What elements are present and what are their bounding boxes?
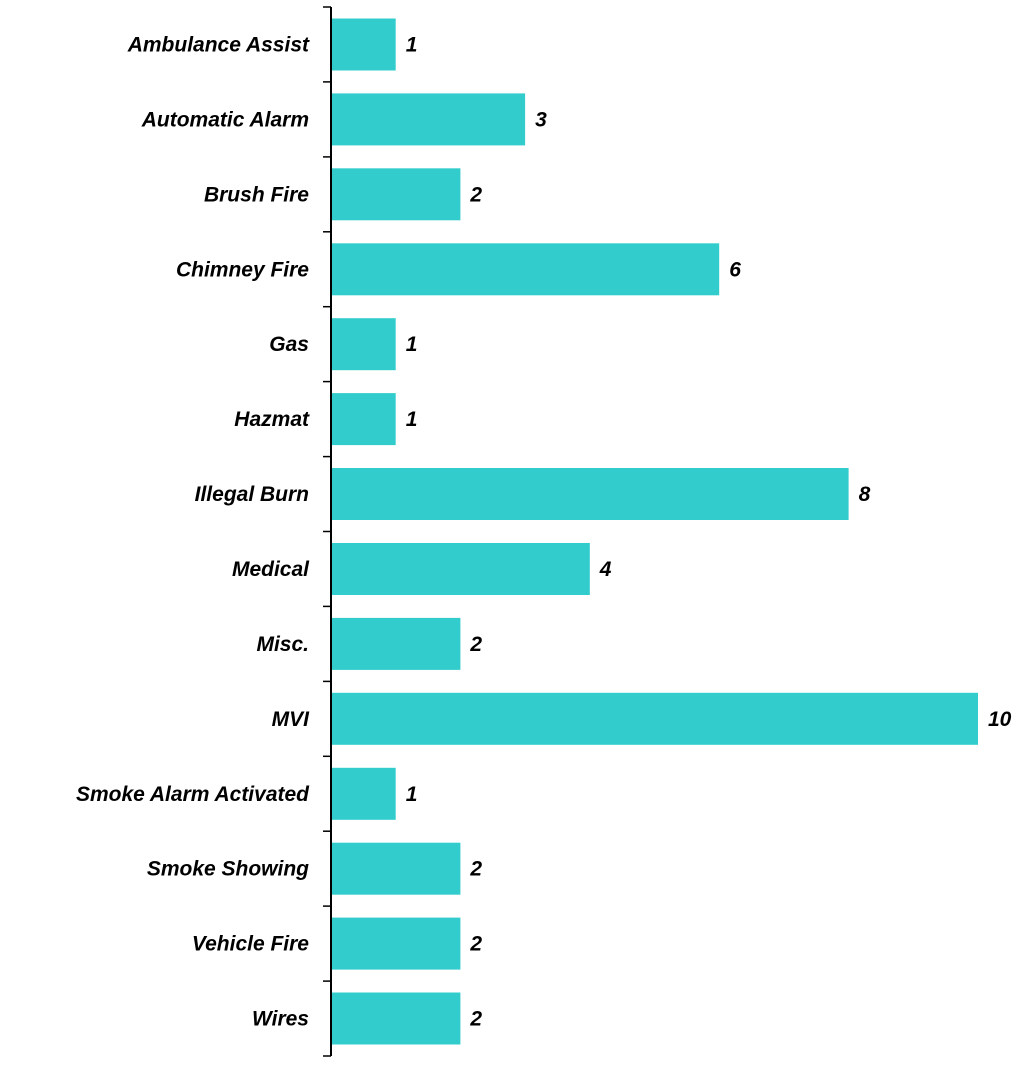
data-label: 2 — [469, 633, 482, 656]
category-label: Smoke Showing — [147, 858, 309, 881]
bar — [331, 692, 978, 745]
category-label: Vehicle Fire — [192, 933, 309, 956]
category-label: Ambulance Assist — [127, 34, 310, 57]
data-label: 4 — [599, 558, 612, 581]
data-label: 2 — [469, 933, 482, 956]
data-label: 2 — [469, 858, 482, 881]
bar — [331, 168, 461, 221]
category-label: MVI — [272, 708, 311, 731]
data-label: 8 — [859, 483, 871, 506]
category-label: Smoke Alarm Activated — [76, 783, 310, 806]
category-label: Gas — [269, 333, 309, 356]
bar — [331, 18, 396, 71]
data-label: 10 — [988, 708, 1012, 731]
data-label: 2 — [469, 1008, 482, 1031]
category-label: Wires — [252, 1008, 309, 1031]
category-label: Illegal Burn — [195, 483, 309, 506]
bar — [331, 243, 720, 296]
data-label: 6 — [729, 258, 741, 281]
category-label: Chimney Fire — [176, 258, 309, 281]
data-label: 1 — [406, 408, 418, 431]
data-label: 3 — [535, 108, 547, 131]
category-label: Misc. — [256, 633, 309, 656]
bar — [331, 468, 849, 520]
data-label: 1 — [406, 34, 418, 57]
bar — [331, 393, 396, 446]
bar — [331, 767, 396, 820]
bar — [331, 543, 590, 595]
data-label: 2 — [469, 183, 482, 206]
bar — [331, 842, 461, 895]
bar — [331, 917, 461, 970]
category-label: Hazmat — [234, 408, 310, 431]
data-label: 1 — [406, 783, 418, 806]
bar — [331, 318, 396, 371]
category-label: Automatic Alarm — [141, 108, 309, 131]
bar — [331, 992, 461, 1045]
data-label: 1 — [406, 333, 418, 356]
bar — [331, 617, 461, 670]
bar — [331, 93, 526, 146]
category-label: Medical — [232, 558, 310, 581]
category-label: Brush Fire — [204, 183, 309, 206]
